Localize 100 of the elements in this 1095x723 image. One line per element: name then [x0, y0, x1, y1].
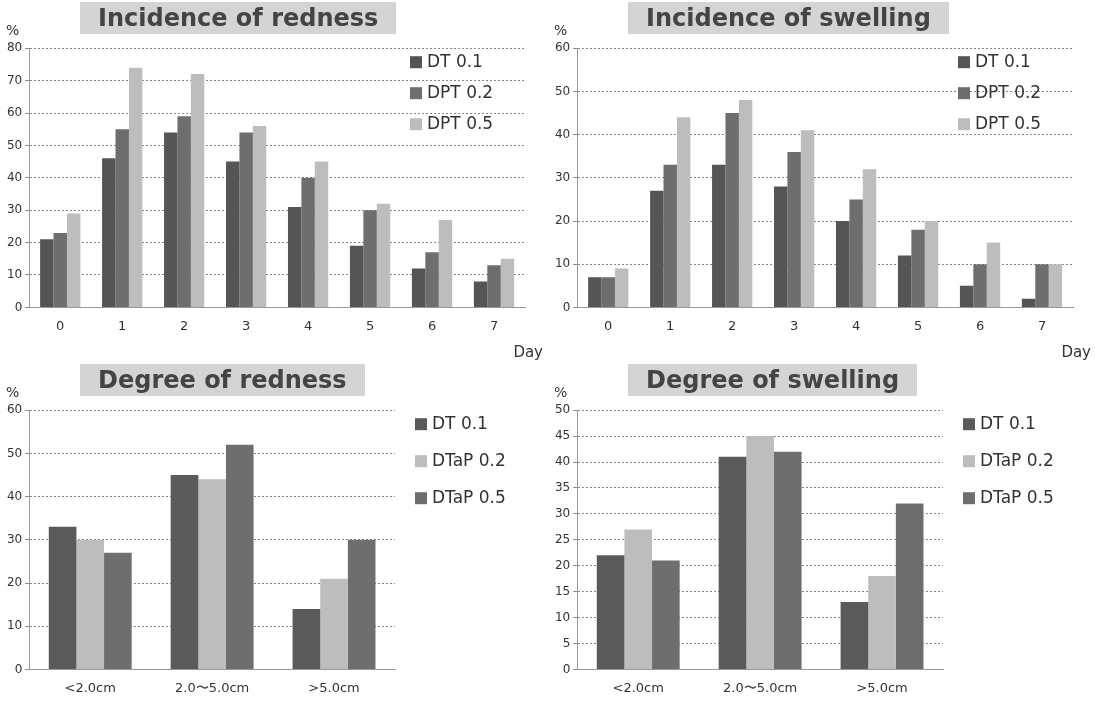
bar: [868, 576, 896, 669]
x-tick-label: 6: [427, 317, 437, 333]
x-tick-label: 5: [913, 317, 923, 333]
y-tick-label: 40: [554, 126, 571, 141]
bar: [40, 239, 54, 307]
legend-label: DPT 0.2: [975, 81, 1042, 102]
x-tick-label: 4: [851, 317, 861, 333]
y-tick-label: 40: [554, 454, 571, 469]
bar: [76, 539, 105, 669]
bar: [363, 210, 377, 307]
y-tick-label: 30: [554, 169, 571, 184]
y-tick-label: 20: [6, 575, 23, 590]
bar: [924, 221, 939, 307]
x-tick-label: 1: [666, 317, 675, 333]
bar: [650, 190, 664, 307]
bar: [320, 578, 348, 669]
y-tick-label: 20: [6, 234, 23, 249]
bar: [170, 475, 199, 669]
bar: [614, 268, 629, 307]
bar: [438, 219, 453, 307]
y-tick-label: 10: [554, 609, 571, 624]
bar: [48, 526, 77, 669]
bar: [835, 221, 850, 307]
y-tick-label: 50: [554, 83, 571, 98]
y-tick-label: 0: [14, 661, 23, 676]
legend-label: DPT 0.5: [975, 112, 1042, 133]
bar: [198, 479, 226, 669]
bar: [292, 608, 321, 669]
bar: [774, 186, 788, 307]
bar: [862, 169, 877, 307]
bar: [1048, 264, 1063, 307]
bar: [773, 451, 802, 669]
chart-title: Incidence of swelling: [628, 2, 949, 34]
y-tick-label: 0: [562, 299, 571, 314]
legend-label: DPT 0.2: [427, 81, 494, 102]
x-tick-label: 3: [242, 317, 251, 333]
x-tick-label: 3: [790, 317, 799, 333]
legend-label: DT 0.1: [432, 412, 488, 433]
bar: [849, 199, 863, 307]
x-tick-label: 2.0〜5.0cm: [175, 679, 250, 695]
bar: [225, 444, 254, 669]
x-tick-label: >5.0cm: [856, 679, 908, 695]
x-tick-label: <2.0cm: [64, 679, 116, 695]
y-tick-label: 0: [562, 661, 571, 676]
bar: [500, 258, 515, 307]
y-tick-label: 40: [6, 488, 23, 503]
y-tick-label: 40: [6, 169, 23, 184]
y-tick-label: 20: [554, 557, 571, 572]
bar: [787, 151, 801, 307]
bar: [663, 164, 677, 307]
bar: [314, 161, 329, 307]
x-tick-label: 7: [489, 317, 499, 333]
y-tick-label: 10: [6, 267, 23, 282]
bar: [190, 74, 205, 307]
bar: [588, 277, 602, 307]
bar: [239, 132, 253, 307]
bar: [718, 456, 747, 669]
x-axis-title: Day: [1061, 343, 1091, 361]
bar: [746, 436, 774, 669]
x-tick-label: 1: [118, 317, 127, 333]
bar: [676, 117, 691, 307]
y-axis-title: %: [554, 22, 568, 38]
bar: [738, 100, 753, 307]
legend-label: DTaP 0.5: [432, 486, 506, 507]
legend-label: DT 0.1: [427, 50, 483, 71]
bar: [349, 245, 364, 307]
y-tick-label: 50: [6, 137, 23, 152]
x-tick-label: >5.0cm: [308, 679, 360, 695]
y-tick-label: 60: [6, 402, 23, 417]
bar: [911, 229, 925, 307]
y-tick-label: 25: [554, 531, 571, 546]
bar: [252, 125, 267, 307]
x-tick-label: 7: [1037, 317, 1047, 333]
x-tick-label: 0: [56, 317, 65, 333]
x-tick-label: 2: [728, 317, 737, 333]
x-tick-label: <2.0cm: [612, 679, 664, 695]
bar: [226, 161, 240, 307]
bar: [128, 67, 143, 307]
x-axis-title: Day: [513, 343, 543, 361]
chart-title: Degree of redness: [80, 364, 365, 396]
x-tick-label: 4: [303, 317, 313, 333]
bar: [897, 255, 912, 307]
x-tick-label: 0: [604, 317, 613, 333]
bar: [986, 242, 1001, 307]
y-tick-label: 60: [554, 40, 571, 55]
bar: [177, 116, 191, 307]
bar: [66, 213, 81, 307]
bar: [102, 158, 116, 307]
y-tick-label: 45: [554, 428, 571, 443]
bar: [624, 529, 653, 669]
bar: [725, 113, 739, 307]
legend-label: DT 0.1: [975, 50, 1031, 71]
y-axis-title: %: [554, 384, 568, 400]
y-tick-label: 20: [554, 213, 571, 228]
bar: [301, 177, 315, 307]
bar: [473, 281, 488, 307]
chart-title: Incidence of redness: [80, 2, 397, 34]
x-tick-label: 6: [975, 317, 985, 333]
y-tick-label: 30: [554, 506, 571, 521]
bar: [1021, 298, 1036, 307]
